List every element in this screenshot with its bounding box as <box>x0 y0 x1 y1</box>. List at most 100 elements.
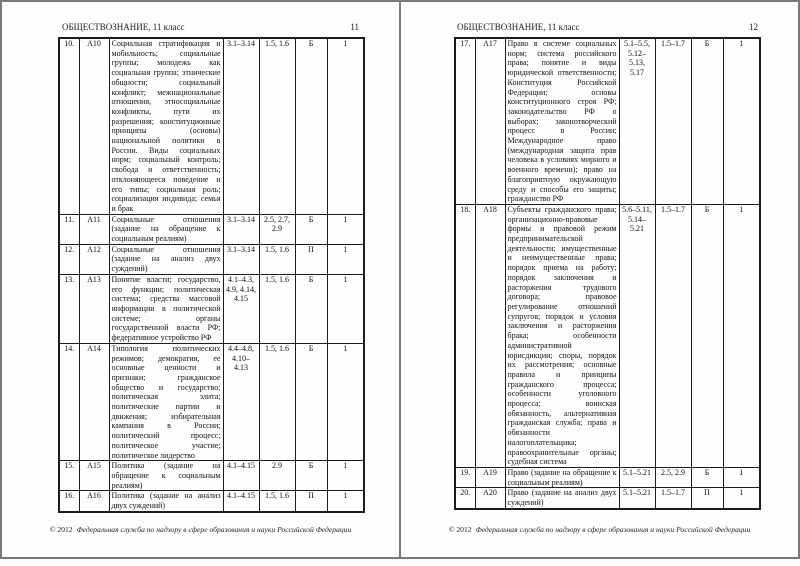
task-code: А15 <box>78 460 110 492</box>
max-score: 1 <box>326 37 365 215</box>
difficulty-level: П <box>294 243 328 275</box>
max-score: 1 <box>722 203 761 468</box>
difficulty-level: П <box>294 490 328 513</box>
codifier-refs: 4.1–4.15 <box>222 460 260 492</box>
content-text: Субъекты гражданского права; организацио… <box>504 203 620 468</box>
difficulty-level: Б <box>294 342 328 462</box>
page-right: ОБЩЕСТВОЗНАНИЕ, 11 класс 12 17. А17 Право … <box>401 2 798 557</box>
codifier-refs: 3.1–3.14 <box>222 243 260 275</box>
max-score: 1 <box>326 243 365 275</box>
table-row: 13. А13 Понятие власти; государство, его ф… <box>58 273 365 344</box>
requirement-refs: 1.5–1.7 <box>654 487 692 510</box>
max-score: 1 <box>722 466 761 489</box>
requirement-refs: 1.5, 1.6 <box>258 490 296 513</box>
content-text: Политика (задание на анализ двух суждени… <box>108 490 224 513</box>
page-footer: © 2012 Федеральная служба по надзору в сф… <box>2 525 399 534</box>
footer-copyright: © 2012 <box>49 525 73 534</box>
content-text: Политика (задание на обращение к социаль… <box>108 460 224 492</box>
table-row: 17. А17 Право в системе социальных норм; с… <box>454 37 761 205</box>
codifier-refs: 4.1–4.15 <box>222 490 260 513</box>
table-row: 16. А16 Политика (задание на анализ двух с… <box>58 490 365 513</box>
task-code: А18 <box>474 203 506 468</box>
page-number: 12 <box>749 22 758 32</box>
table-row: 12. А12 Социальные отношения (задание на а… <box>58 243 365 275</box>
row-number: 19. <box>454 466 476 489</box>
codifier-refs: 5.1–5.5, 5.12–5.13, 5.17 <box>618 37 656 205</box>
task-code: А20 <box>474 487 506 510</box>
max-score: 1 <box>326 342 365 462</box>
codifier-refs: 4.1–4.3, 4.9, 4.14, 4.15 <box>222 273 260 344</box>
row-number: 15. <box>58 460 80 492</box>
max-score: 1 <box>326 213 365 245</box>
difficulty-level: Б <box>690 203 724 468</box>
row-number: 12. <box>58 243 80 275</box>
running-title: ОБЩЕСТВОЗНАНИЕ, 11 класс <box>457 22 580 32</box>
codifier-refs: 5.1–5.21 <box>618 487 656 510</box>
content-text: Право (задание на обращение к социальным… <box>504 466 620 489</box>
spec-table: 17. А17 Право в системе социальных норм; с… <box>454 37 761 510</box>
task-code: А17 <box>474 37 506 205</box>
content-text: Социальная стратификация и мобильность; … <box>108 37 224 215</box>
task-code: А10 <box>78 37 110 215</box>
row-number: 20. <box>454 487 476 510</box>
requirement-refs: 1.5–1.7 <box>654 37 692 205</box>
difficulty-level: Б <box>294 273 328 344</box>
spec-table: 10. А10 Социальная стратификация и мобильн… <box>58 37 365 513</box>
requirement-refs: 1.5–1.7 <box>654 203 692 468</box>
codifier-refs: 4.4–4.8, 4.10–4.13 <box>222 342 260 462</box>
requirement-refs: 1.5, 1.6 <box>258 342 296 462</box>
codifier-refs: 3.1–3.14 <box>222 213 260 245</box>
codifier-refs: 3.1–3.14 <box>222 37 260 215</box>
table-row: 10. А10 Социальная стратификация и мобильн… <box>58 37 365 215</box>
requirement-refs: 1.5, 1.6 <box>258 243 296 275</box>
row-number: 17. <box>454 37 476 205</box>
row-number: 13. <box>58 273 80 344</box>
difficulty-level: Б <box>690 466 724 489</box>
task-code: А16 <box>78 490 110 513</box>
codifier-refs: 5.6–5.11, 5.14–5.21 <box>618 203 656 468</box>
footer-text: Федеральная служба по надзору в сфере об… <box>475 525 751 534</box>
content-text: Понятие власти; государство, его функции… <box>108 273 224 344</box>
running-title: ОБЩЕСТВОЗНАНИЕ, 11 класс <box>62 22 185 32</box>
task-code: А19 <box>474 466 506 489</box>
difficulty-level: Б <box>690 37 724 205</box>
requirement-refs: 1.5, 1.6 <box>258 37 296 215</box>
requirement-refs: 2.9 <box>258 460 296 492</box>
content-text: Право (задание на анализ двух суждений) <box>504 487 620 510</box>
task-code: А11 <box>78 213 110 245</box>
max-score: 1 <box>326 273 365 344</box>
footer-copyright: © 2012 <box>448 525 472 534</box>
row-number: 10. <box>58 37 80 215</box>
max-score: 1 <box>326 490 365 513</box>
page-header: ОБЩЕСТВОЗНАНИЕ, 11 класс 11 <box>62 22 359 32</box>
max-score: 1 <box>722 487 761 510</box>
requirement-refs: 1.5, 1.6 <box>258 273 296 344</box>
difficulty-level: Б <box>294 460 328 492</box>
row-number: 18. <box>454 203 476 468</box>
table-row: 20. А20 Право (задание на анализ двух сужд… <box>454 487 761 510</box>
max-score: 1 <box>326 460 365 492</box>
max-score: 1 <box>722 37 761 205</box>
task-code: А14 <box>78 342 110 462</box>
page-header: ОБЩЕСТВОЗНАНИЕ, 11 класс 12 <box>457 22 758 32</box>
content-text: Социальные отношения (задание на анализ … <box>108 243 224 275</box>
task-code: А13 <box>78 273 110 344</box>
content-text: Социальные отношения (задание на обращен… <box>108 213 224 245</box>
task-code: А12 <box>78 243 110 275</box>
codifier-refs: 5.1–5.21 <box>618 466 656 489</box>
table-row: 18. А18 Субъекты гражданского права; орган… <box>454 203 761 468</box>
difficulty-level: Б <box>294 213 328 245</box>
difficulty-level: Б <box>294 37 328 215</box>
table-row: 15. А15 Политика (задание на обращение к с… <box>58 460 365 492</box>
row-number: 14. <box>58 342 80 462</box>
difficulty-level: П <box>690 487 724 510</box>
content-text: Право в системе социальных норм; система… <box>504 37 620 205</box>
table-row: 14. А14 Типология политических режимов; де… <box>58 342 365 462</box>
footer-text: Федеральная служба по надзору в сфере об… <box>76 525 352 534</box>
requirement-refs: 2.5, 2.9 <box>654 466 692 489</box>
page-footer: © 2012 Федеральная служба по надзору в сф… <box>401 525 798 534</box>
page-divider <box>399 2 401 557</box>
content-text: Типология политических режимов; демократ… <box>108 342 224 462</box>
page-left: ОБЩЕСТВОЗНАНИЕ, 11 класс 11 10. А10 Социал… <box>2 2 399 557</box>
